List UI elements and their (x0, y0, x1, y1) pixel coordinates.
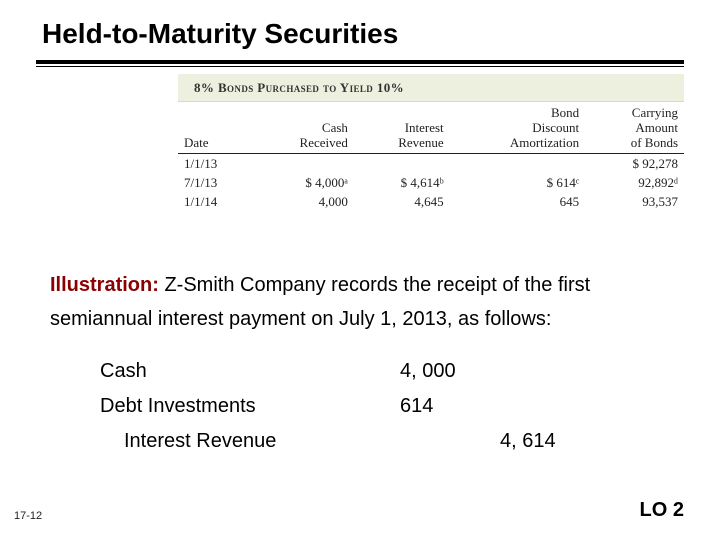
rule-thin (36, 66, 684, 67)
table-header-row: Date CashReceived InterestRevenue BondDi… (178, 102, 684, 154)
col-carrying: CarryingAmountof Bonds (585, 102, 684, 154)
learning-objective: LO 2 (640, 499, 684, 522)
account-name: Debt Investments (100, 395, 400, 418)
slide-title: Held-to-Maturity Securities (42, 18, 398, 50)
col-interest: InterestRevenue (354, 102, 450, 154)
debit-amount: 614 (400, 395, 500, 418)
debit-amount (400, 430, 500, 453)
credit-amount (500, 360, 600, 383)
table-row: 1/1/13 $ 92,278 (178, 153, 684, 173)
col-cash: CashReceived (253, 102, 354, 154)
col-discount: BondDiscountAmortization (450, 102, 585, 154)
account-name: Interest Revenue (100, 430, 400, 453)
body-text: Illustration: Z-Smith Company records th… (50, 268, 670, 336)
page-number: 17-12 (14, 510, 42, 522)
rule-thick (36, 60, 684, 64)
table-row: 1/1/14 4,000 4,645 645 93,537 (178, 192, 684, 211)
journal-entry: Cash 4, 000 Debt Investments 614 Interes… (100, 354, 640, 459)
col-date: Date (178, 102, 253, 154)
journal-row: Interest Revenue 4, 614 (100, 424, 640, 459)
debit-amount: 4, 000 (400, 360, 500, 383)
credit-amount: 4, 614 (500, 430, 600, 453)
table-row: 7/1/13 $ 4,000ᵃ $ 4,614ᵇ $ 614ᶜ 92,892ᵈ (178, 173, 684, 192)
credit-amount (500, 395, 600, 418)
illustration-label-word: Illustration: (50, 274, 159, 296)
table-banner: 8% Bonds Purchased to Yield 10% (184, 76, 678, 100)
journal-row: Debt Investments 614 (100, 389, 640, 424)
amortization-table: 8% Bonds Purchased to Yield 10% Date Cas… (178, 74, 684, 211)
journal-row: Cash 4, 000 (100, 354, 640, 389)
account-name: Cash (100, 360, 400, 383)
